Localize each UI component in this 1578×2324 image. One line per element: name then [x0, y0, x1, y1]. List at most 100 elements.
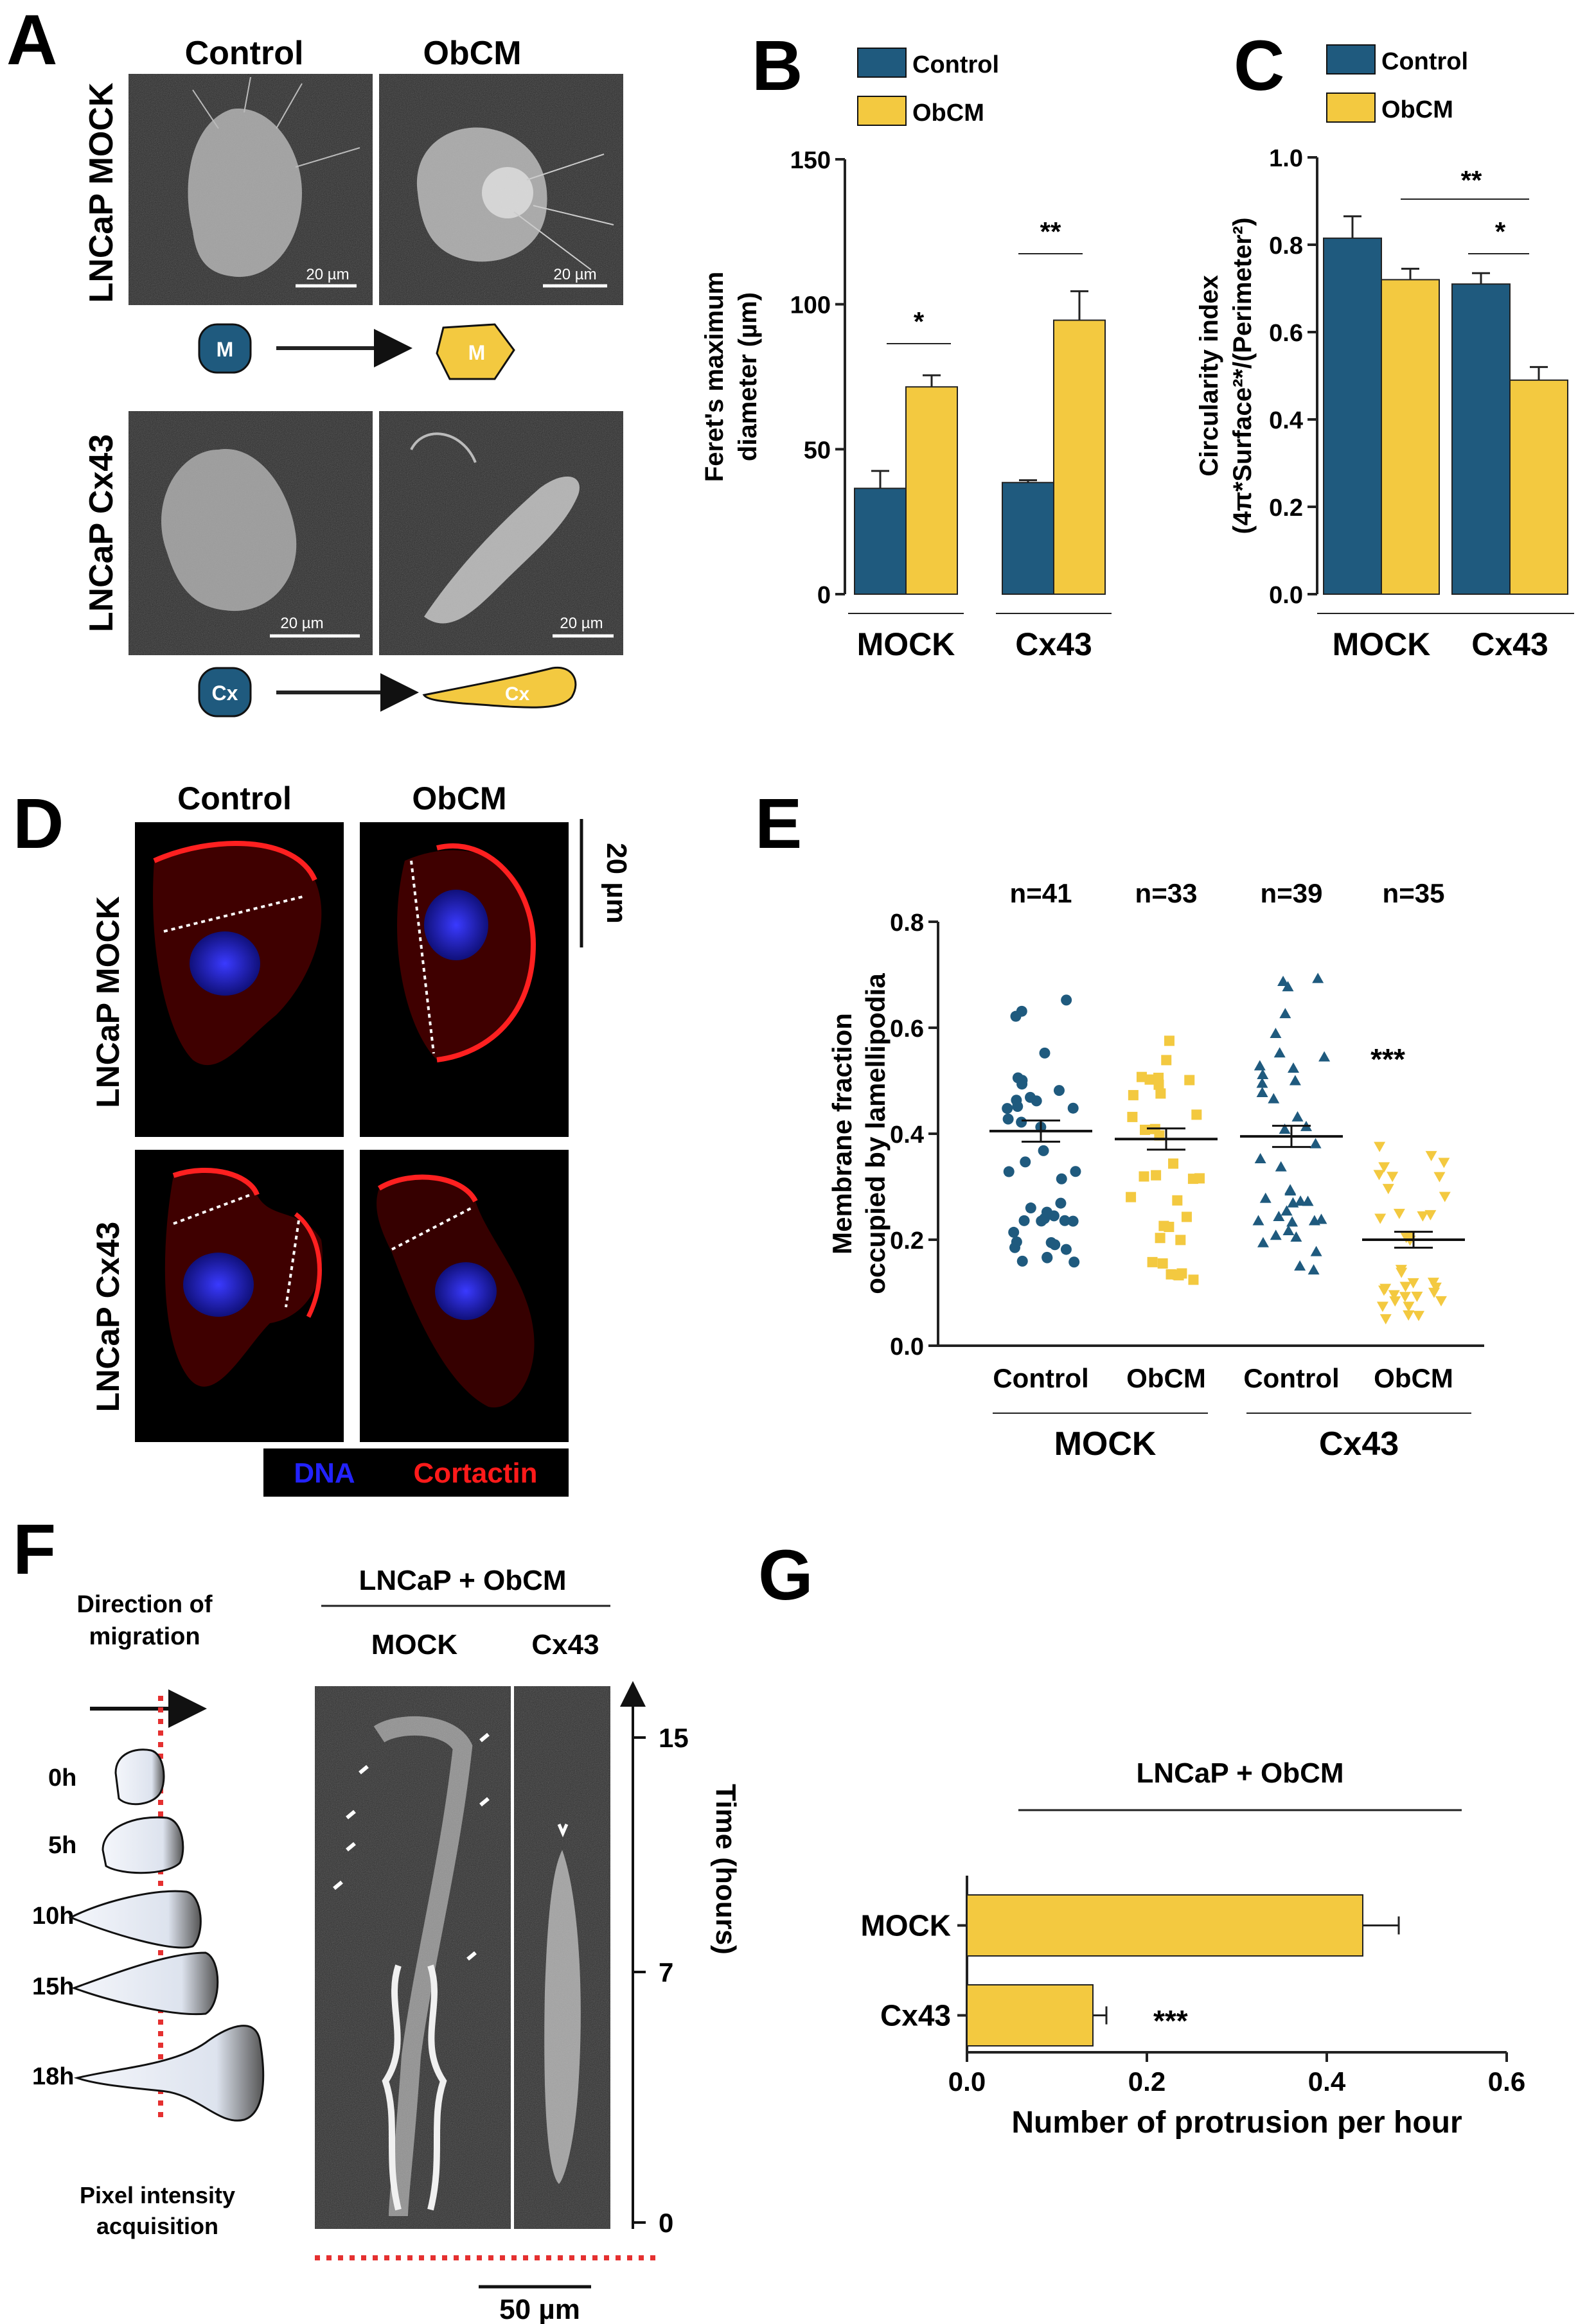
data-point [1413, 1310, 1425, 1321]
y-tick-label: 100 [790, 292, 831, 319]
data-point [1387, 1172, 1399, 1183]
data-point [1184, 1075, 1195, 1086]
data-point [1282, 981, 1294, 992]
data-point [1147, 1256, 1158, 1267]
chart-title: LNCaP + ObCM [1136, 1757, 1343, 1789]
legend-swatch-control [857, 48, 907, 78]
panel-e: E 0.0 0.2 0.4 0.6 0.8 Membrane fraction occupi… [755, 784, 1484, 1463]
col-header: ObCM [412, 780, 506, 816]
data-point [1020, 1156, 1031, 1168]
data-point [1039, 1047, 1051, 1059]
y-tick-label: 0.8 [1269, 233, 1303, 260]
x-category-label: Cx43 [1015, 626, 1092, 662]
y-axis-label: (4π*Surface²*/(Perimeter²) [1228, 217, 1257, 534]
group-label: Cx43 [1319, 1425, 1399, 1463]
data-point [1281, 1205, 1293, 1216]
data-point [1309, 1138, 1322, 1149]
bar [905, 386, 958, 595]
data-point [1268, 1093, 1280, 1104]
time-tick-label: 7 [659, 1957, 673, 1987]
x-category-label: Control [1243, 1363, 1339, 1393]
panel-letter: G [758, 1536, 813, 1615]
count-label: n=39 [1261, 878, 1323, 908]
panel-letter: C [1234, 26, 1284, 105]
legend-swatch-control [1326, 44, 1376, 75]
y-category-label: MOCK [860, 1909, 951, 1942]
data-point [1067, 1102, 1079, 1114]
legend-swatch-obcm [857, 96, 907, 126]
x-category-label: Cx43 [1471, 626, 1548, 662]
data-point [1042, 1251, 1053, 1263]
fluorescence-image [360, 1150, 569, 1442]
y-tick-label: 0.4 [890, 1122, 924, 1149]
x-category-label: ObCM [1374, 1363, 1453, 1393]
kymograph-title: LNCaP + ObCM [359, 1565, 566, 1596]
y-tick-label: 0.8 [890, 910, 924, 937]
data-point [1008, 1226, 1020, 1238]
data-point [1164, 1035, 1175, 1046]
y-tick-label: 0.6 [890, 1016, 924, 1043]
data-point [1009, 1242, 1021, 1253]
panel-b: B Control ObCM 0 50 100 150 Feret's maximum d… [700, 26, 1112, 662]
y-tick-label: 0 [817, 582, 831, 609]
legend-cortactin: Cortactin [413, 1457, 537, 1489]
data-point [1175, 1235, 1186, 1246]
y-tick-label: 50 [804, 437, 831, 464]
row-label: LNCaP Cx43 [83, 434, 120, 632]
time-tick-label: 0 [659, 2208, 673, 2238]
time-tick-label: 15 [659, 1723, 689, 1753]
scatter-chart-e: 0.0 0.2 0.4 0.6 0.8 Membrane fraction occupied… [827, 878, 1484, 1463]
data-point [1378, 1162, 1390, 1173]
cell-outline [71, 1951, 219, 2016]
data-point [1295, 1195, 1307, 1206]
y-tick-label: 0.6 [1269, 320, 1303, 347]
channel-legend [263, 1448, 569, 1497]
cell-label: M [217, 338, 234, 361]
data-point [1016, 1116, 1027, 1128]
count-label: n=41 [1010, 878, 1072, 908]
bar [966, 1984, 1094, 2047]
bar-chart-b: 0 50 100 150 Feret's maximum diameter (µm) MOC… [700, 147, 1112, 662]
sig-marker: * [1495, 216, 1506, 247]
row-label: LNCaP MOCK [90, 896, 126, 1108]
data-point [1302, 1195, 1314, 1206]
data-point [1139, 1171, 1149, 1182]
y-axis-label: occupied by lamellipodia [860, 973, 891, 1294]
timepoint-label: 18h [32, 2063, 74, 2090]
data-point [1067, 1215, 1079, 1227]
data-point [1191, 1109, 1202, 1120]
scale-label: 20 µm [560, 615, 603, 632]
data-point [1194, 1173, 1205, 1184]
x-category-label: MOCK [1333, 626, 1431, 662]
data-point [1273, 1047, 1286, 1058]
data-point [1407, 1278, 1419, 1289]
data-point [1181, 1211, 1192, 1222]
cell-label: Cx [212, 682, 238, 705]
data-point [1428, 1287, 1440, 1298]
data-point [1136, 1071, 1147, 1082]
y-tick-label: 0.0 [890, 1334, 924, 1360]
panel-letter: B [752, 26, 802, 105]
data-point [1038, 1145, 1049, 1156]
data-point [1425, 1150, 1437, 1161]
data-point [1379, 1314, 1392, 1325]
data-point [1270, 1229, 1282, 1240]
data-point [1373, 1170, 1385, 1181]
data-point [1308, 1264, 1320, 1275]
panel-c: C Control ObCM 0.0 0.2 0.4 0.6 0.8 1.0 Circula… [1195, 26, 1574, 662]
bar [1509, 379, 1568, 595]
data-point [1382, 1184, 1394, 1195]
sig-marker: *** [1370, 1043, 1405, 1076]
data-point [1403, 1301, 1415, 1312]
data-point [1153, 1079, 1164, 1090]
data-point [1002, 1103, 1013, 1114]
data-point [1417, 1211, 1429, 1222]
data-point [1294, 1260, 1306, 1271]
count-label: n=35 [1383, 878, 1445, 908]
data-point [1282, 1224, 1295, 1235]
x-category-label: Control [993, 1363, 1088, 1393]
data-point [1376, 1301, 1388, 1312]
col-header: ObCM [423, 35, 521, 72]
data-point [1003, 1166, 1015, 1177]
col-header: Control [177, 780, 292, 816]
